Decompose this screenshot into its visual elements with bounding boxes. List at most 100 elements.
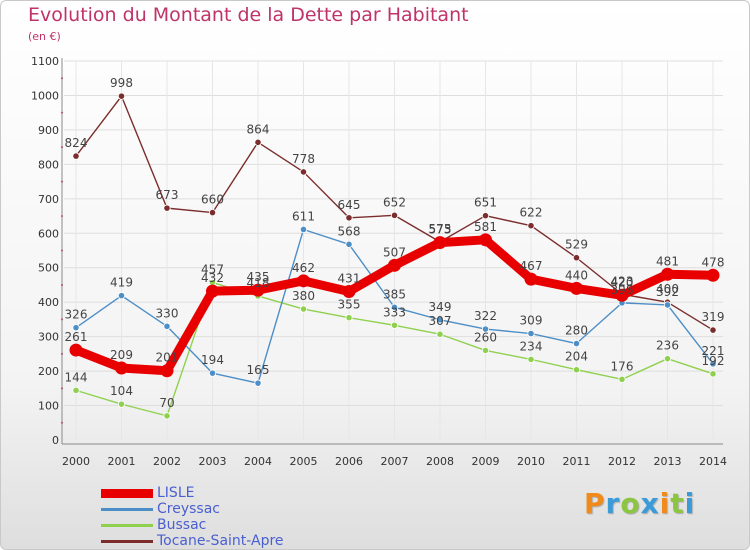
series-lisle [69,233,720,378]
data-label: 319 [702,310,725,324]
data-point [299,225,308,234]
data-point [618,375,626,383]
data-label: 651 [474,196,497,210]
data-point [115,361,128,375]
data-point [615,288,629,302]
data-label: 309 [520,314,543,328]
legend-swatch [101,489,153,498]
y-tick-label: 700 [38,193,59,206]
data-label: 326 [65,308,88,322]
chart-subtitle: (en €) [28,30,61,43]
x-tick-label: 2008 [426,455,454,468]
data-label: 355 [338,298,361,312]
data-label: 824 [65,136,88,150]
data-label: 165 [247,363,270,377]
data-label: 419 [110,276,133,290]
data-point [709,360,717,368]
data-point [527,222,535,230]
data-label: 435 [247,270,270,284]
data-point [72,324,80,332]
y-tick-label: 300 [38,331,59,344]
data-point [206,284,219,298]
data-point [254,379,262,387]
data-label: 261 [65,330,88,344]
logo-letter: t [670,487,685,520]
data-label: 864 [247,122,270,136]
x-tick-label: 2010 [517,455,545,468]
data-label: 507 [383,245,406,259]
data-label: 660 [201,193,224,207]
data-label: 420 [611,275,634,289]
data-label: 622 [520,206,543,220]
data-point [163,204,171,212]
data-label: 260 [474,330,497,344]
legend-label: Tocane-Saint-Apre [157,533,284,549]
data-label: 529 [565,238,588,252]
data-label: 380 [292,289,315,303]
data-label: 280 [565,324,588,338]
data-point [72,386,80,394]
data-point [390,211,399,219]
data-point [254,138,262,146]
data-point [208,209,217,217]
data-point [163,322,171,330]
x-tick-label: 2006 [335,455,363,468]
y-tick-label: 600 [38,227,59,240]
data-point [163,412,171,420]
x-tick-label: 2004 [244,455,272,468]
data-label: 481 [656,254,679,268]
data-label: 575 [429,222,452,236]
data-point [709,370,717,378]
data-label: 104 [110,384,133,398]
data-label: 398 [611,283,634,297]
data-label: 673 [156,188,179,202]
data-point [208,369,217,377]
data-point [117,92,126,100]
data-label: 568 [338,224,361,238]
data-label: 573 [429,223,452,237]
data-label: 385 [383,287,406,301]
data-point [345,214,353,222]
series-bussac [72,278,717,420]
data-point [572,339,581,348]
data-label: 192 [702,354,725,368]
data-point [481,325,490,333]
data-point [342,285,356,299]
data-point [117,292,126,300]
data-point [436,330,444,338]
data-point [299,305,308,313]
data-label: 645 [338,198,361,212]
data-point [570,281,583,295]
axes: 0 100 200 300 400 500 600 700 800 900 1000 1100 2000… [31,55,727,468]
data-label: 462 [292,261,315,275]
data-point [251,283,265,297]
data-label: 652 [383,195,406,209]
legend: LISLE Creyssac Bussac Tocane-Saint-Apre [101,485,401,549]
data-label: 392 [656,285,679,299]
data-point [299,168,308,176]
data-point [524,272,538,286]
y-tick-label: 100 [38,400,59,413]
data-label: 478 [702,255,725,269]
y-tick-label: 1100 [31,55,59,68]
logo-letter: i [684,487,696,520]
data-label: 194 [201,353,224,367]
chart-title: Evolution du Montant de la Dette par Hab… [28,4,469,26]
y-tick-label: 0 [52,434,59,447]
data-label: 611 [292,209,315,223]
x-tick-label: 2005 [290,455,318,468]
data-label: 204 [565,350,588,364]
data-label: 432 [201,271,224,285]
legend-item: Bussac [101,517,401,533]
y-tick-label: 1000 [31,89,59,102]
data-point [479,233,492,247]
x-tick-label: 2000 [62,455,90,468]
data-label: 201 [156,351,179,365]
data-label: 457 [201,263,224,277]
series-layer [69,92,720,420]
legend-label: Creyssac [157,501,220,517]
data-point [69,343,83,357]
x-tick-label: 2003 [199,455,227,468]
data-point [527,329,535,338]
